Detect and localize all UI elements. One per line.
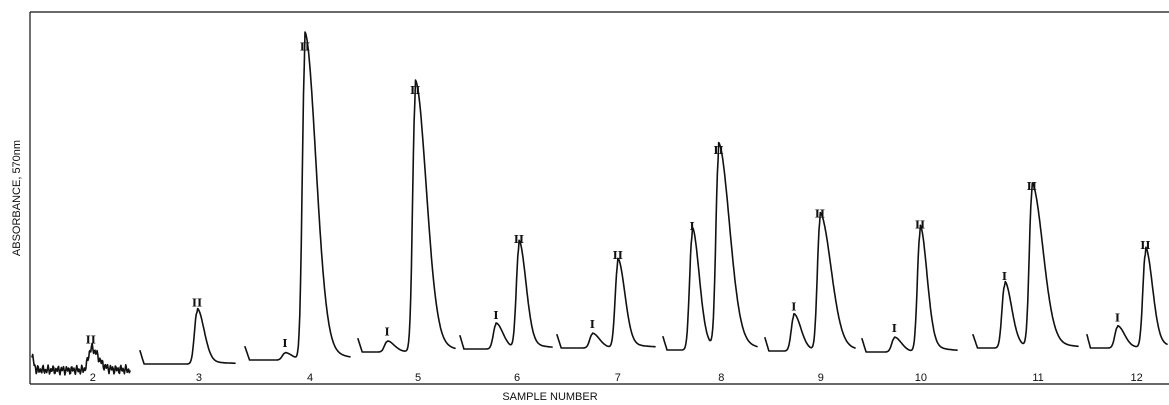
sample-2-peak-II-label: II bbox=[86, 333, 96, 346]
sample-9-peak-I-label: I bbox=[791, 301, 796, 314]
sample-12-peak-I-label: I bbox=[1115, 311, 1120, 324]
sample-3-peak-II-label: II bbox=[192, 296, 202, 309]
sample-7-peak-II-label: II bbox=[613, 249, 623, 262]
sample-7-peak-I-label: I bbox=[590, 318, 595, 331]
sample-4-peak-I-label: I bbox=[282, 337, 287, 350]
sample-10-peak-II-label: II bbox=[915, 219, 925, 232]
sample-11-peak-II-label: II bbox=[1027, 180, 1037, 193]
sample-4-peak-II-label: II bbox=[300, 40, 310, 53]
x-axis-title: SAMPLE NUMBER bbox=[502, 391, 597, 403]
sample-traces: II2II3III4III5III6III7III8III9III10III11… bbox=[31, 31, 1168, 384]
sample-10-tick-label: 10 bbox=[915, 372, 927, 384]
sample-7-tick-label: 7 bbox=[615, 372, 621, 384]
sample-2-trace bbox=[31, 342, 131, 376]
sample-9-peak-II-label: II bbox=[815, 207, 825, 220]
sample-3-group: II 3 bbox=[139, 296, 236, 384]
sample-8-peak-II-label: II bbox=[713, 144, 723, 157]
sample-4-trace bbox=[244, 31, 351, 361]
sample-6-tick-label: 6 bbox=[514, 372, 520, 384]
sample-8-trace bbox=[662, 141, 758, 351]
sample-9-tick-label: 9 bbox=[818, 372, 824, 384]
sample-10-peak-I-label: I bbox=[892, 322, 897, 335]
sample-10-trace bbox=[861, 224, 958, 353]
sample-7-trace bbox=[556, 257, 656, 349]
sample-2-group: II 2 bbox=[31, 333, 131, 384]
sample-6-peak-I-label: I bbox=[493, 309, 498, 322]
sample-9-trace bbox=[764, 211, 856, 352]
sample-8-tick-label: 8 bbox=[718, 372, 724, 384]
sample-5-peak-II-label: II bbox=[410, 84, 420, 97]
sample-5-trace bbox=[357, 79, 456, 353]
plot-frame bbox=[29, 11, 1169, 385]
sample-6-peak-II-label: II bbox=[514, 233, 524, 246]
sample-2-tick-label: 2 bbox=[90, 372, 96, 384]
sample-5-peak-I-label: I bbox=[385, 326, 390, 339]
sample-12-tick-label: 12 bbox=[1130, 372, 1142, 384]
sample-6-trace bbox=[459, 239, 553, 350]
sample-11-trace bbox=[972, 182, 1079, 349]
sample-11-tick-label: 11 bbox=[1032, 372, 1043, 384]
sample-4-tick-label: 4 bbox=[307, 372, 313, 384]
sample-5-tick-label: 5 bbox=[415, 372, 421, 384]
sample-12-trace bbox=[1086, 246, 1168, 349]
y-axis-title: ABSORBANCE, 570nm bbox=[11, 140, 23, 256]
sample-3-trace bbox=[139, 307, 236, 365]
sample-3-tick-label: 3 bbox=[196, 372, 202, 384]
sample-11-peak-I-label: I bbox=[1002, 270, 1007, 283]
sample-8-peak-I-label: I bbox=[690, 220, 695, 233]
sample-12-peak-II-label: II bbox=[1140, 239, 1150, 252]
